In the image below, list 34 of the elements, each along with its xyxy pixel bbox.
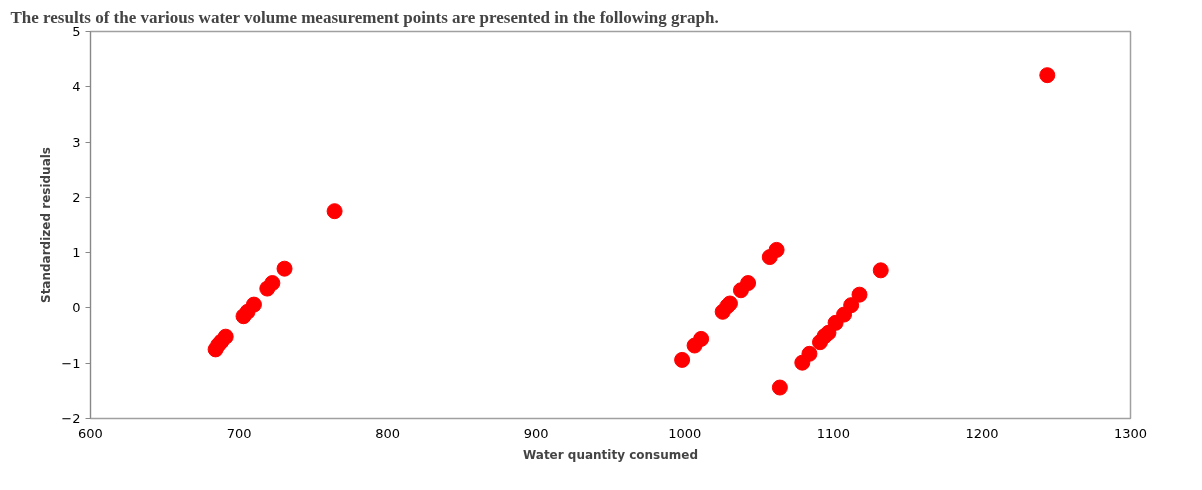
y-tick-label: 4 bbox=[72, 79, 81, 95]
x-tick-label: 700 bbox=[226, 425, 252, 441]
x-tick-label: 1100 bbox=[816, 425, 850, 441]
point bbox=[693, 330, 710, 347]
point bbox=[217, 328, 234, 345]
x-axis-title: Water quantity consumed bbox=[522, 447, 699, 462]
y-tick-label: 3 bbox=[72, 134, 81, 150]
x-tick-label: 600 bbox=[78, 425, 103, 441]
point bbox=[674, 351, 691, 368]
y-tick-label: 5 bbox=[72, 24, 81, 39]
y-tick-label: 2 bbox=[72, 189, 81, 205]
point bbox=[801, 345, 818, 362]
point bbox=[768, 241, 785, 258]
point bbox=[843, 297, 860, 314]
y-tick-label: −2 bbox=[61, 411, 81, 426]
y-axis-title: Standardized residuals bbox=[39, 146, 54, 304]
point bbox=[264, 275, 281, 292]
x-tick-label: 800 bbox=[375, 425, 401, 441]
point bbox=[771, 379, 788, 396]
x-tick-label: 1200 bbox=[965, 425, 999, 441]
y-tick-label: −1 bbox=[61, 355, 81, 371]
x-tick-label: 900 bbox=[523, 425, 549, 441]
point bbox=[326, 203, 343, 220]
point bbox=[872, 262, 889, 279]
point bbox=[1039, 67, 1056, 84]
y-tick-label: 0 bbox=[72, 300, 81, 316]
point bbox=[740, 275, 757, 292]
point bbox=[851, 286, 868, 303]
point bbox=[276, 260, 293, 277]
chart-title: The results of the various water volume measurement points are presented in the following graph. bbox=[10, 7, 719, 27]
x-tick-label: 1000 bbox=[668, 425, 702, 441]
y-tick-label: 1 bbox=[72, 245, 81, 261]
x-tick-label: 1300 bbox=[1113, 425, 1148, 441]
point bbox=[245, 296, 262, 313]
